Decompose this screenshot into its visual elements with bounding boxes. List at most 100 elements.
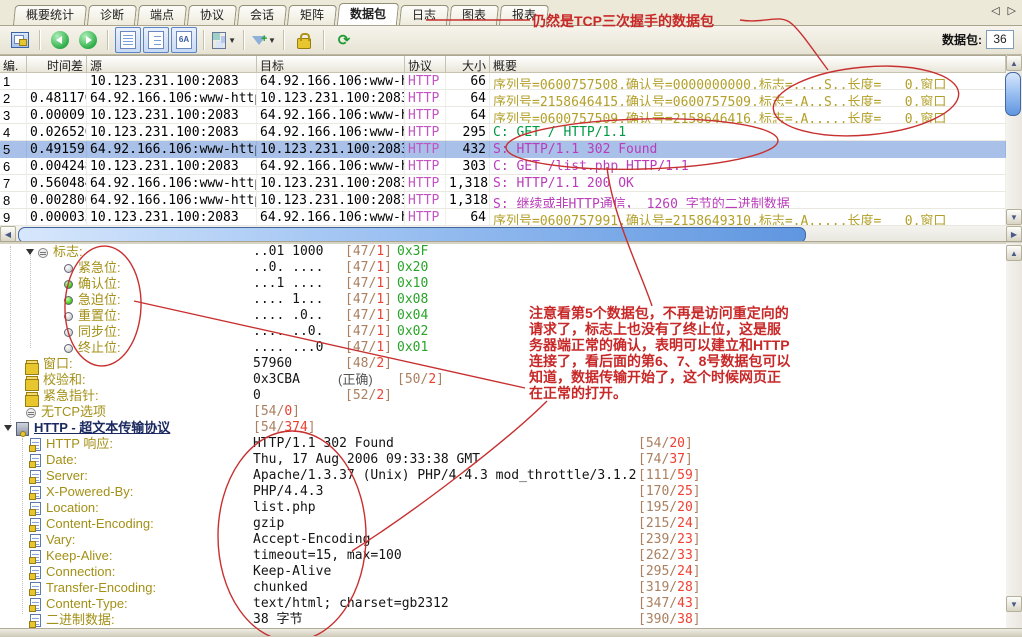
column-header[interactable]: 源 [87,56,257,72]
tab-charts[interactable]: 图表 [449,5,500,25]
tab-packets[interactable]: 数据包 [336,3,400,25]
source: 64.92.166.106:www-http [87,192,257,208]
tab-logs[interactable]: 日志 [399,5,450,25]
scroll-down-icon[interactable]: ▼ [1006,596,1022,612]
packet-row-3[interactable]: 3 0.000091 10.123.231.100:2083 64.92.166.10… [0,107,1006,124]
view-list-icon[interactable] [115,27,141,53]
tree-row[interactable]: Location: list.php [195/20] [0,500,1006,517]
tree-row[interactable]: 紧急位: ..0. .... [47/1] 0x20 [0,260,1006,276]
packet-list-hscrollbar[interactable]: ◀ ▶ [0,226,1022,243]
column-header[interactable]: 编. [0,56,27,72]
field-note: (正确) [338,372,373,387]
tab-matrix[interactable]: 矩阵 [287,5,338,25]
time-delta: 0.560484 [27,175,87,191]
tab-scroll-right-icon[interactable]: ▷ [1007,5,1016,17]
bottom-splitter-bar[interactable] [0,628,1022,637]
columns-icon[interactable]: ▼ [211,27,237,53]
scroll-right-icon[interactable]: ▶ [1006,226,1022,242]
packet-row-9[interactable]: 9 0.000033 10.123.231.100:2083 64.92.166.10… [0,209,1006,226]
column-header[interactable]: 目标 [257,56,405,72]
tab-scroll-left-icon[interactable]: ◁ [991,5,1000,17]
pane-splitter[interactable] [0,241,1022,245]
packet-row-7[interactable]: 7 0.560484 64.92.166.106:www-http 10.123.23… [0,175,1006,192]
column-header[interactable]: 概要 [490,56,1006,72]
doc-icon [29,534,41,549]
tab-protocols[interactable]: 协议 [186,5,238,25]
refresh-icon[interactable]: ⟳ [337,32,351,49]
back-icon[interactable] [47,27,73,53]
protocol: HTTP [405,107,446,123]
tree-row[interactable]: 重置位: .... .0.. [47/1] 0x04 [0,308,1006,324]
tree-row[interactable]: 确认位: ...1 .... [47/1] 0x10 [0,276,1006,292]
lock-icon[interactable] [291,27,317,53]
tree-row[interactable]: 校验和: 0x3CBA (正确) [50/2] [0,372,1006,391]
forward-icon[interactable] [75,27,101,53]
tree-row[interactable]: 窗口: 57960 [48/2] [0,356,1006,375]
protocol: HTTP [405,141,446,157]
tree-guide [10,246,11,424]
column-header[interactable]: 大小 [446,56,490,72]
tree-row[interactable]: Vary: Accept-Encoding [239/23] [0,532,1006,549]
tab-diagnosis[interactable]: 诊断 [86,5,138,25]
node-icon [26,407,36,418]
packet-row-2[interactable]: 2 0.481170 64.92.166.106:www-http 10.123.23… [0,90,1006,107]
packet-buffer-icon[interactable] [7,27,33,53]
tree-row[interactable]: 同步位: .... ..0. [47/1] 0x02 [0,324,1006,340]
scroll-left-icon[interactable]: ◀ [0,226,16,242]
tree-row[interactable]: 标志: ..01 1000 [47/1] 0x3F [0,244,1006,260]
tree-row[interactable]: Date: Thu, 17 Aug 2006 09:33:38 GMT [74/37… [0,452,1006,469]
vscroll-thumb[interactable] [1005,72,1021,116]
tree-row[interactable]: 二进制数据: 38 字节 [390/38] [0,612,1006,628]
tree-row[interactable]: 无TCP选项 [54/0] [0,404,1006,420]
protocol: HTTP [405,192,446,208]
decode-tree-vscrollbar[interactable]: ▲ ▼ [1006,243,1022,628]
tree-row[interactable]: 终止位: .... ...0 [47/1] 0x01 [0,340,1006,356]
hex-value: 0x01 [397,340,429,355]
field-value: ..01 1000 [253,244,324,259]
source: 64.92.166.106:www-http [87,141,257,157]
tree-row[interactable]: Keep-Alive: timeout=15, max=100 [262/33] [0,548,1006,565]
tab-reports[interactable]: 报表 [499,5,550,25]
packet-row-8[interactable]: 8 0.002806 64.92.166.106:www-http 10.123.23… [0,192,1006,209]
column-header[interactable]: 时间差 [27,56,87,72]
scroll-up-icon[interactable]: ▲ [1006,55,1022,71]
tree-row[interactable]: X-Powered-By: PHP/4.4.3 [170/25] [0,484,1006,501]
tree-row[interactable]: 紧急指针: 0 [52/2] [0,388,1006,407]
view-detail-icon[interactable] [143,27,169,53]
expander-collapse-icon[interactable] [4,425,12,432]
tree-row[interactable]: HTTP 响应: HTTP/1.1 302 Found [54/20] [0,436,1006,453]
expander-collapse-icon[interactable] [26,249,34,256]
packet-no: 6 [0,158,27,174]
field-icon [25,375,39,391]
tab-endpoints[interactable]: 端点 [136,5,188,25]
packet-row-6[interactable]: 6 0.004248 10.123.231.100:2083 64.92.166.10… [0,158,1006,175]
destination: 64.92.166.106:www-http [257,209,405,225]
packet-list-header: 编. 时间差源目标 协议 大小 概要 [0,56,1006,73]
packet-row-4[interactable]: 4 0.026526 10.123.231.100:2083 64.92.166.10… [0,124,1006,141]
tab-conversations[interactable]: 会话 [237,5,288,25]
field-label: 终止位: [78,340,121,355]
tree-row[interactable]: HTTP - 超文本传输协议 [54/374] [0,420,1006,437]
tree-row[interactable]: Connection: Keep-Alive [295/24] [0,564,1006,581]
field-label: Location: [46,500,99,515]
filter-icon[interactable]: ▼ [251,27,277,53]
field-label: HTTP - 超文本传输协议 [34,420,171,435]
packet-row-1[interactable]: 1 10.123.231.100:2083 64.92.166.106:www-ht… [0,73,1006,90]
doc-icon [29,502,41,517]
column-header[interactable]: 协议 [405,56,446,72]
packet-list-vscrollbar[interactable]: ▲ ▼ [1005,55,1022,225]
offset-length-bracket: [47/1] [345,324,392,339]
tab-summary-stats[interactable]: 概要统计 [12,5,88,25]
tree-row[interactable]: Server: Apache/1.3.37 (Unix) PHP/4.4.3 mo… [0,468,1006,485]
packet-row-5[interactable]: 5 0.491591 64.92.166.106:www-http 10.123.23… [0,141,1006,158]
tree-row[interactable]: 急迫位: .... 1... [47/1] 0x08 [0,292,1006,308]
view-hex-icon[interactable]: 6A [171,27,197,53]
size: 303 [446,158,490,174]
scroll-up-icon[interactable]: ▲ [1006,245,1022,261]
field-value: .... ...0 [253,340,324,355]
tree-row[interactable]: Content-Encoding: gzip [215/24] [0,516,1006,533]
tree-row[interactable]: Transfer-Encoding: chunked [319/28] [0,580,1006,597]
size: 1,318 [446,192,490,208]
scroll-down-icon[interactable]: ▼ [1006,209,1022,225]
tree-row[interactable]: Content-Type: text/html; charset=gb2312 [3… [0,596,1006,613]
